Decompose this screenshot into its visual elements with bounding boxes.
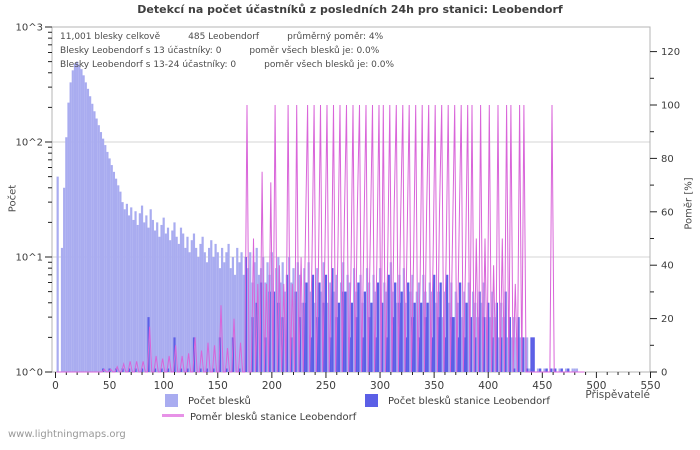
svg-text:10^3: 10^3 [16, 23, 43, 34]
annotation-segment: 11,001 blesky celkově [60, 32, 161, 42]
legend-item-station: Počet blesků stanice Leobendorf [365, 394, 550, 407]
svg-text:400: 400 [478, 380, 498, 392]
svg-text:20: 20 [661, 314, 674, 325]
svg-text:80: 80 [661, 154, 674, 165]
annotation-segment: 485 Leobendorf [188, 32, 260, 42]
svg-text:300: 300 [370, 380, 390, 392]
legend-label-station: Počet blesků stanice Leobendorf [388, 396, 550, 407]
svg-text:10^1: 10^1 [16, 253, 43, 264]
annotation-segment: Blesky Leobendorf s 13-24 účastníky: 0 [60, 60, 237, 70]
svg-text:550: 550 [640, 380, 660, 392]
legend-label-total: Počet blesků [188, 396, 251, 407]
legend-swatch-station [365, 394, 378, 407]
annotation-segment: Blesky Leobendorf s 13 účastníky: 0 [60, 46, 222, 56]
svg-text:120: 120 [661, 47, 680, 58]
legend-swatch-ratio-line [162, 414, 184, 417]
x-axis-title: Přispěvatelé [585, 389, 650, 401]
bars-total [56, 61, 579, 373]
svg-text:100: 100 [661, 101, 680, 112]
svg-text:350: 350 [424, 380, 444, 392]
axis-ticks: 10^0 10^1 10^2 10^3 0 20 40 60 80 100 120 0 50 100 150… [16, 23, 681, 393]
svg-text:200: 200 [262, 380, 282, 392]
site-watermark: www.lightningmaps.org [8, 429, 126, 440]
legend-item-total: Počet blesků [165, 394, 251, 407]
annotation-segment: průměrný poměr: 4% [287, 32, 384, 42]
chart-annotations: 11,001 blesky celkově 485 Leobendorf průmě… [60, 30, 394, 72]
svg-text:100: 100 [154, 380, 174, 392]
annotation-segment: poměr všech blesků je: 0.0% [249, 46, 380, 56]
annotation-line-13: Blesky Leobendorf s 13 účastníky: 0 poměr… [60, 44, 394, 58]
legend-label-ratio: Poměr blesků stanice Leobendorf [190, 412, 357, 423]
svg-text:150: 150 [208, 380, 228, 392]
y-left-axis-title: Počet [7, 184, 19, 213]
legend-item-ratio: Poměr blesků stanice Leobendorf [162, 412, 356, 423]
svg-text:60: 60 [661, 207, 674, 218]
svg-text:450: 450 [532, 380, 552, 392]
chart-title: Detekcí na počet účastníků z posledních … [137, 3, 563, 16]
ratio-line [56, 104, 585, 373]
y-right-axis-title: Poměr [%] [683, 177, 695, 230]
svg-text:40: 40 [661, 261, 674, 272]
svg-text:10^2: 10^2 [16, 138, 43, 149]
svg-text:10^0: 10^0 [16, 368, 43, 379]
legend-swatch-total [165, 394, 178, 407]
annotation-segment: poměr všech blesků je: 0.0% [264, 60, 395, 70]
annotation-line-totals: 11,001 blesky celkově 485 Leobendorf průmě… [60, 30, 394, 44]
svg-text:0: 0 [52, 380, 59, 392]
svg-text:250: 250 [316, 380, 336, 392]
annotation-line-13-24: Blesky Leobendorf s 13-24 účastníky: 0 po… [60, 58, 394, 72]
svg-text:0: 0 [661, 368, 667, 379]
svg-text:50: 50 [103, 380, 116, 392]
svg-text:500: 500 [586, 380, 606, 392]
